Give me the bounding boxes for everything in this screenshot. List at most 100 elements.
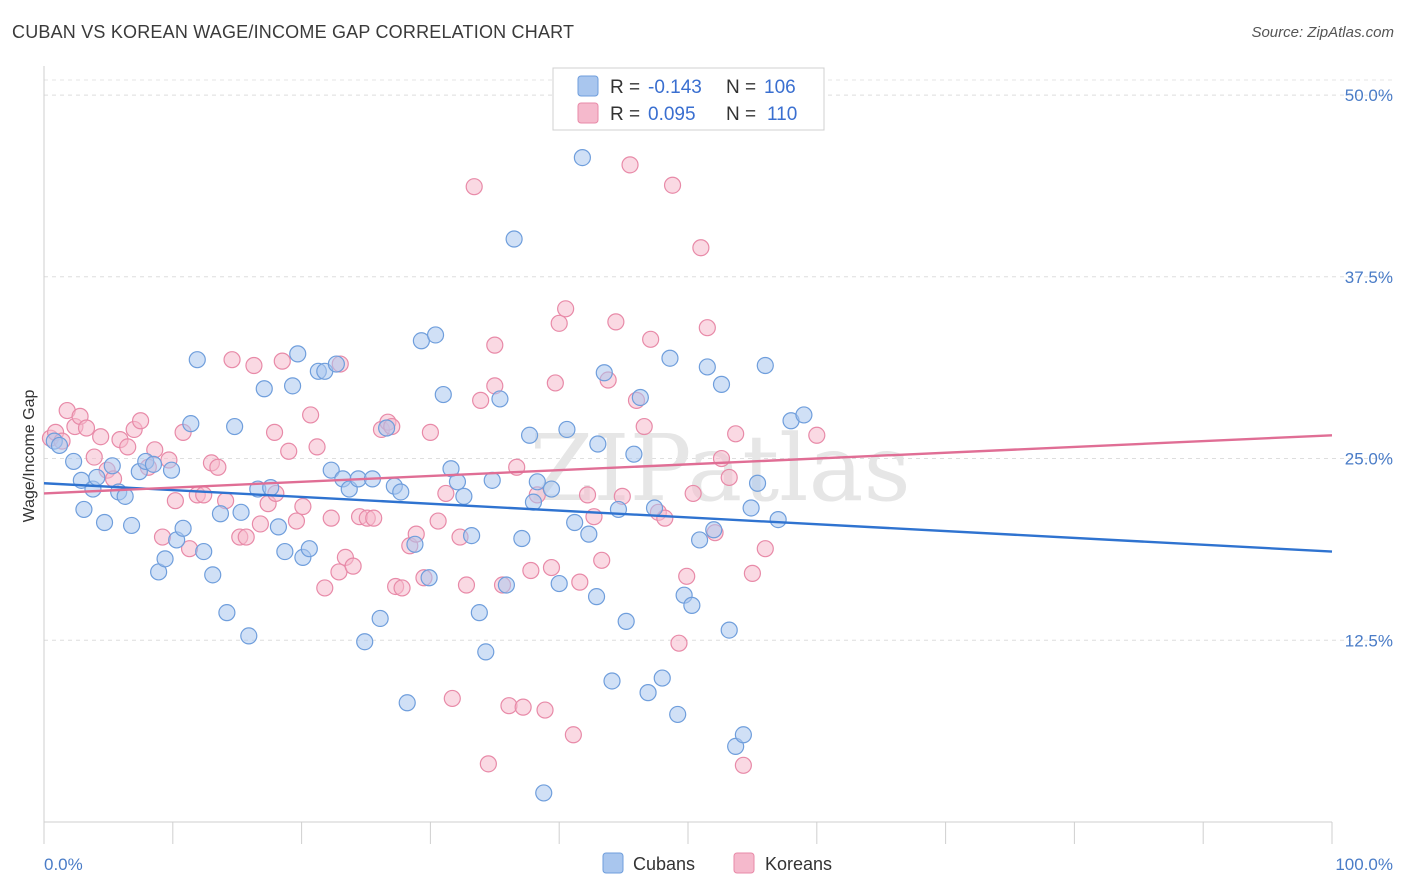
cubans-point	[653, 669, 671, 687]
cubans-point	[420, 569, 438, 587]
cubans-point	[95, 513, 114, 532]
koreans-point	[209, 458, 227, 476]
cubans-point	[589, 435, 607, 453]
koreans-point	[316, 579, 334, 597]
x-tick-label-min: 0.0%	[44, 855, 83, 874]
koreans-point	[273, 352, 291, 370]
koreans-point	[92, 428, 110, 446]
source-note: Source: ZipAtlas.com	[1251, 24, 1394, 41]
koreans-point	[294, 497, 312, 516]
koreans-point	[635, 417, 653, 436]
stats-legend: R = -0.143 N = 106 R = 0.095 N = 110	[552, 67, 825, 131]
cubans-point	[661, 349, 679, 367]
koreans-point	[550, 314, 568, 332]
cubans-point	[211, 505, 230, 523]
cubans-point	[392, 483, 410, 501]
gridlines	[44, 79, 1393, 641]
koreans-point	[522, 561, 540, 580]
koreans-point	[727, 425, 745, 443]
cubans-point	[542, 480, 561, 498]
koreans-point	[251, 515, 269, 533]
cubans-point	[398, 694, 416, 712]
koreans-point	[322, 509, 340, 527]
cubans-point	[463, 526, 481, 545]
koreans-point	[437, 484, 455, 503]
koreans-point	[223, 351, 241, 369]
koreans-point	[479, 755, 497, 773]
koreans-point	[500, 697, 518, 715]
cubans-point	[558, 420, 576, 439]
koreans-point	[808, 426, 826, 444]
koreans-point	[756, 540, 774, 558]
cubans-point	[795, 406, 813, 424]
koreans-point	[698, 319, 716, 337]
cubans-point	[300, 540, 318, 558]
y-tick-label: 12.5%	[1345, 631, 1393, 650]
cubans-point	[195, 542, 213, 561]
x-axis-ticks	[43, 822, 1333, 844]
koreans-swatch	[733, 852, 755, 874]
koreans-point	[514, 698, 532, 716]
cubans-point	[276, 542, 294, 561]
cubans-points	[45, 148, 813, 802]
koreans-point	[684, 484, 702, 503]
cubans-point	[683, 596, 701, 614]
cubans-point	[528, 473, 546, 491]
koreans-point	[85, 448, 103, 466]
koreans-point	[743, 564, 762, 582]
koreans-point	[287, 512, 306, 530]
cubans-point	[742, 499, 760, 517]
koreans-point	[571, 573, 589, 591]
cubans-point	[513, 529, 531, 548]
y-tick-label: 50.0%	[1345, 86, 1393, 105]
koreans-point	[166, 492, 184, 510]
cubans-point	[705, 521, 723, 539]
y-tick-labels: 12.5% 25.0% 37.5% 50.0%	[1345, 86, 1393, 650]
x-tick-label-max: 100.0%	[1335, 855, 1393, 874]
legend-swatch-koreans	[577, 102, 599, 124]
y-axis-label: Wage/Income Gap	[21, 390, 38, 523]
koreans-point	[472, 391, 490, 409]
cubans-point	[378, 419, 396, 437]
cubans-point	[226, 417, 244, 436]
cubans-point	[712, 375, 731, 393]
cubans-point	[756, 356, 774, 375]
cubans-point	[631, 388, 649, 407]
cubans-point	[497, 576, 515, 594]
koreans-point	[656, 509, 674, 527]
koreans-point	[265, 423, 284, 441]
koreans-point	[557, 300, 575, 318]
koreans-point	[546, 374, 564, 392]
cubans-point	[698, 358, 716, 376]
cubans-point	[50, 436, 69, 455]
koreans-point	[308, 438, 326, 456]
cubans-point	[65, 452, 83, 471]
cubans-point	[188, 351, 206, 369]
cubans-point	[580, 525, 598, 543]
cubans-point	[603, 672, 621, 690]
cubans-point	[639, 684, 657, 702]
cubans-point	[240, 627, 258, 645]
cubans-point	[406, 535, 424, 553]
koreans-point	[670, 634, 688, 652]
legend-n-value-koreans: 110	[767, 104, 797, 125]
cubans-point	[477, 643, 495, 661]
legend-r-label: R =	[610, 77, 640, 98]
cubans-point	[625, 445, 643, 463]
koreans-point	[344, 557, 362, 575]
koreans-point	[195, 486, 213, 504]
cubans-point	[617, 612, 635, 630]
cubans-point	[322, 461, 340, 479]
y-tick-label: 25.0%	[1345, 450, 1393, 469]
koreans-point	[542, 558, 561, 577]
koreans-point	[429, 512, 447, 530]
cubans-swatch	[602, 852, 624, 874]
koreans-point	[393, 579, 411, 597]
cubans-point	[690, 531, 709, 549]
koreans-point	[486, 336, 504, 354]
koreans-legend-label: Koreans	[765, 854, 832, 874]
cubans-point	[144, 455, 163, 473]
cubans-point	[573, 148, 591, 167]
koreans-point	[465, 178, 483, 196]
